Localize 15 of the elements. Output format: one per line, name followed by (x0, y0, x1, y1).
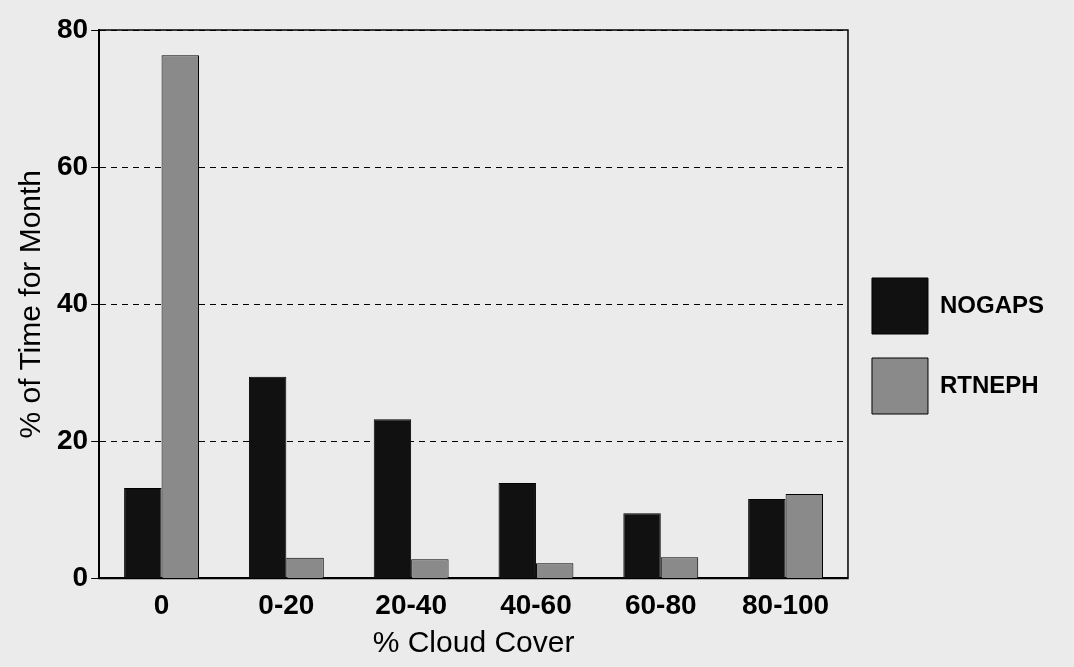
legend-label: RTNEPH (939, 370, 1039, 398)
y-tick-label: 60 (56, 149, 89, 181)
legend-label: NOGAPS (939, 290, 1044, 318)
y-tick-label: 20 (56, 424, 89, 456)
y-tick-label: 80 (56, 12, 89, 44)
x-axis-title: % Cloud Cover (372, 625, 575, 659)
x-tick-label: 80-100 (741, 588, 830, 620)
y-axis-title: % of Time for Month (13, 169, 47, 439)
x-tick-label: 40-60 (500, 588, 572, 620)
x-tick-label: 60-80 (624, 588, 697, 620)
y-tick-label: 0 (72, 561, 89, 593)
x-tick-label: 0 (153, 588, 170, 620)
x-tick-label: 20-40 (375, 588, 447, 620)
x-tick-label: 0-20 (258, 588, 315, 620)
y-tick-label: 40 (56, 286, 89, 318)
